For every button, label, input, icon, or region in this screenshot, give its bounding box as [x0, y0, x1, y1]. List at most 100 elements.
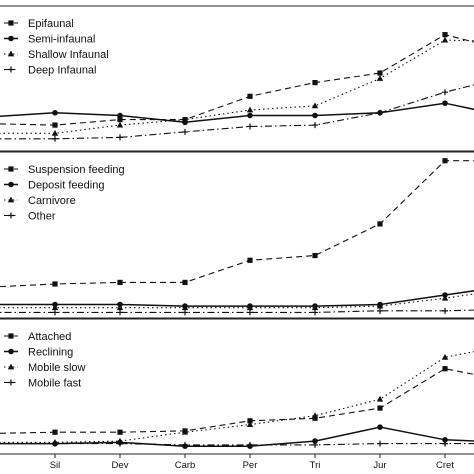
- data-point: [441, 353, 449, 360]
- panel-frame: [0, 151, 474, 319]
- data-point: [52, 122, 58, 128]
- data-point: [377, 307, 383, 314]
- data-point: [181, 428, 189, 435]
- data-point: [312, 80, 318, 86]
- data-point: [377, 440, 383, 447]
- data-point: [117, 112, 123, 119]
- legend-marker: [8, 35, 14, 42]
- data-point: [247, 418, 253, 424]
- legend-label: Semi-infaunal: [28, 34, 95, 46]
- data-point: [441, 294, 449, 301]
- data-point: [377, 109, 383, 116]
- x-tick-label: Sil: [50, 460, 61, 471]
- data-point: [246, 421, 254, 427]
- data-point: [442, 307, 448, 314]
- legend-label: Suspension feeding: [28, 164, 125, 176]
- legend-marker: [8, 333, 14, 339]
- legend-marker: [8, 379, 14, 386]
- x-tick-label: Jur: [373, 460, 386, 471]
- data-point: [117, 309, 123, 316]
- data-point: [377, 221, 383, 227]
- data-point: [247, 309, 253, 316]
- x-tick-label: Tri: [310, 460, 321, 471]
- data-point: [442, 32, 448, 38]
- legend-label: Deposit feeding: [28, 180, 104, 192]
- data-point: [311, 304, 319, 311]
- data-point: [247, 257, 253, 263]
- data-point: [246, 304, 254, 311]
- legend-label: Deep Infaunal: [28, 65, 97, 77]
- data-point: [181, 116, 189, 122]
- data-point: [442, 89, 448, 96]
- x-tick-label: Dev: [112, 460, 129, 471]
- data-point: [182, 309, 188, 316]
- data-point: [247, 112, 253, 119]
- data-point: [311, 412, 319, 419]
- legend: Epifaunal Semi-infaunal Shallow Infaunal De…: [4, 18, 109, 77]
- data-point: [376, 302, 384, 309]
- legend-label: Carnivore: [28, 195, 76, 207]
- data-point: [117, 429, 123, 435]
- data-point: [116, 121, 124, 128]
- series-line-semi-infaunal: [0, 102, 474, 124]
- data-point: [51, 129, 59, 136]
- data-point: [312, 122, 318, 129]
- data-point: [376, 75, 384, 81]
- x-tick-label: Carb: [175, 460, 196, 471]
- legend: Attached Reclining Mobile slow Mobile fast: [4, 331, 86, 390]
- x-axis: Sil Dev Carb Per Tri Jur Cret: [50, 454, 454, 471]
- data-point: [182, 441, 188, 448]
- panel-frame: [0, 318, 474, 455]
- legend-marker: [7, 196, 15, 203]
- data-point: [312, 438, 318, 444]
- data-point: [52, 309, 58, 316]
- data-point: [117, 117, 123, 123]
- data-point: [117, 134, 123, 141]
- data-point: [247, 123, 253, 130]
- data-point: [312, 309, 318, 316]
- data-point: [117, 440, 123, 447]
- legend-marker: [8, 348, 14, 355]
- legend-label: Epifaunal: [28, 18, 74, 30]
- legend-marker: [7, 50, 15, 57]
- data-point: [311, 102, 319, 109]
- data-point: [377, 424, 383, 430]
- data-point: [247, 441, 253, 448]
- data-point: [441, 36, 449, 43]
- x-tick-label: Per: [243, 460, 258, 471]
- data-point: [312, 441, 318, 448]
- data-point: [377, 70, 383, 76]
- data-point: [116, 304, 124, 311]
- panel-frame: [0, 5, 474, 152]
- legend-marker: [8, 212, 14, 219]
- data-point: [246, 106, 254, 113]
- series-line-deposit-feeding: [0, 290, 474, 307]
- data-point: [442, 100, 448, 106]
- legend-label: Mobile slow: [28, 362, 86, 374]
- legend-label: Mobile fast: [28, 378, 81, 390]
- legend-label: Shallow Infaunal: [28, 49, 109, 61]
- legend: Suspension feeding Deposit feeding Carnivo…: [4, 164, 125, 223]
- data-point: [442, 440, 448, 447]
- data-point: [52, 440, 58, 447]
- panel-3: Attached Reclining Mobile slow Mobile fast: [0, 318, 474, 455]
- legend-marker: [8, 166, 14, 172]
- data-point: [442, 158, 448, 164]
- data-point: [52, 109, 58, 116]
- legend-label: Attached: [28, 331, 71, 343]
- series-line-mobile-slow: [0, 351, 474, 443]
- legend-label: Reclining: [28, 347, 73, 359]
- data-point: [247, 93, 253, 99]
- data-point: [117, 279, 123, 285]
- data-point: [377, 405, 383, 411]
- legend-marker: [8, 181, 14, 188]
- data-point: [52, 281, 58, 287]
- data-point: [312, 112, 318, 119]
- legend-label: Other: [28, 211, 56, 223]
- data-point: [312, 252, 318, 259]
- panel-2: Suspension feeding Deposit feeding Carnivo…: [0, 151, 474, 319]
- legend-marker: [8, 20, 14, 26]
- panel-1: Epifaunal Semi-infaunal Shallow Infaunal De…: [0, 5, 474, 152]
- data-point: [376, 395, 384, 402]
